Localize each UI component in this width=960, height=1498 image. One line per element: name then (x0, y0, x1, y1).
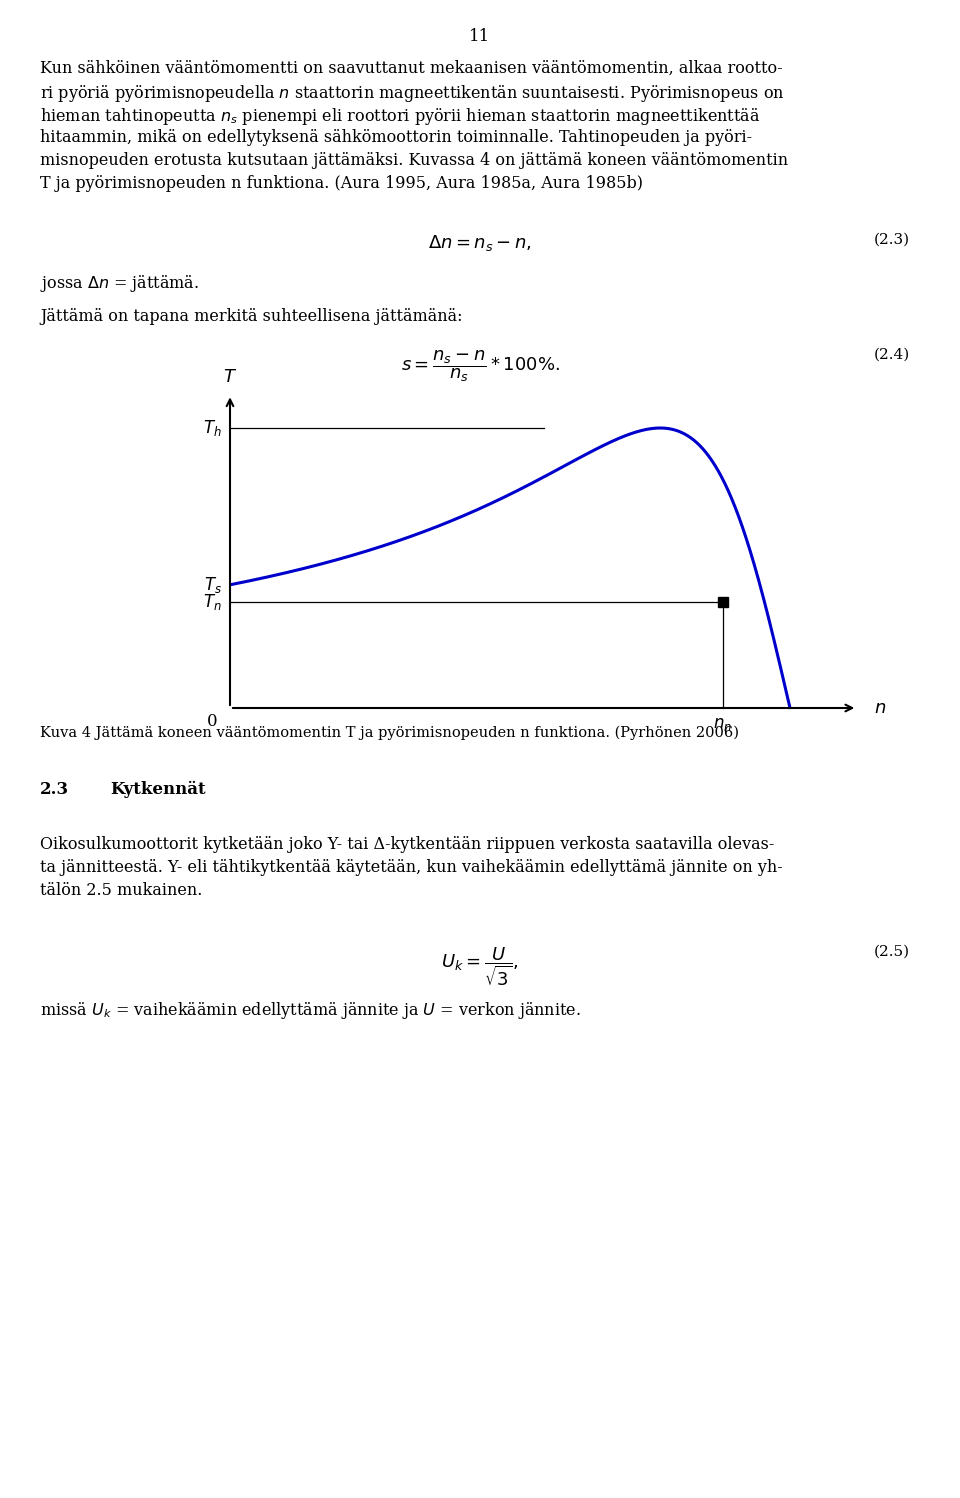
Text: $n_n$: $n_n$ (713, 716, 732, 733)
Text: $T$: $T$ (223, 369, 237, 386)
Text: jossa $\Delta n$ = jättämä.: jossa $\Delta n$ = jättämä. (40, 273, 199, 294)
Text: hieman tahtinopeutta $n_s$ pienempi eli roottori pyörii hieman staattorin magnee: hieman tahtinopeutta $n_s$ pienempi eli … (40, 106, 760, 127)
Text: $n$: $n$ (874, 700, 886, 718)
Text: 2.3: 2.3 (40, 780, 69, 798)
Text: $s = \dfrac{n_s - n}{n_s} * 100\%.$: $s = \dfrac{n_s - n}{n_s} * 100\%.$ (400, 348, 560, 383)
Text: Kun sähköinen vääntömomentti on saavuttanut mekaanisen vääntömomentin, alkaa roo: Kun sähköinen vääntömomentti on saavutta… (40, 60, 782, 76)
Text: misnopeuden erotusta kutsutaan jättämäksi. Kuvassa 4 on jättämä koneen vääntömom: misnopeuden erotusta kutsutaan jättämäks… (40, 151, 788, 169)
Text: $T_h$: $T_h$ (204, 418, 222, 437)
Text: 0: 0 (207, 713, 218, 730)
Text: (2.5): (2.5) (874, 945, 910, 959)
Text: Jättämä on tapana merkitä suhteellisena jättämänä:: Jättämä on tapana merkitä suhteellisena … (40, 309, 463, 325)
Text: $U_k = \dfrac{U}{\sqrt{3}},$: $U_k = \dfrac{U}{\sqrt{3}},$ (442, 945, 518, 987)
Text: $\Delta n = n_s - n,$: $\Delta n = n_s - n,$ (428, 234, 532, 253)
Text: hitaammin, mikä on edellytyksenä sähkömoottorin toiminnalle. Tahtinopeuden ja py: hitaammin, mikä on edellytyksenä sähkömo… (40, 129, 752, 145)
Text: Kuva 4 Jättämä koneen vääntömomentin T ja pyörimisnopeuden n funktiona. (Pyrhöne: Kuva 4 Jättämä koneen vääntömomentin T j… (40, 727, 739, 740)
Text: $T_n$: $T_n$ (204, 592, 222, 611)
Text: ta jännitteestä. Y- eli tähtikytkentää käytetään, kun vaihekäämin edellyttämä jä: ta jännitteestä. Y- eli tähtikytkentää k… (40, 858, 782, 876)
Text: tälön 2.5 mukainen.: tälön 2.5 mukainen. (40, 882, 203, 899)
Text: missä $U_k$ = vaihekäämin edellyttämä jännite ja $U$ = verkon jännite.: missä $U_k$ = vaihekäämin edellyttämä jä… (40, 1001, 581, 1022)
Text: ri pyöriä pyörimisnopeudella $n$ staattorin magneettikentän suuntaisesti. Pyörim: ri pyöriä pyörimisnopeudella $n$ staatto… (40, 82, 784, 103)
Text: (2.3): (2.3) (874, 234, 910, 247)
Text: $T_s$: $T_s$ (204, 575, 222, 595)
Text: Kytkennät: Kytkennät (110, 780, 205, 798)
Text: 11: 11 (469, 28, 491, 45)
Text: (2.4): (2.4) (874, 348, 910, 363)
Text: T ja pyörimisnopeuden n funktiona. (Aura 1995, Aura 1985a, Aura 1985b): T ja pyörimisnopeuden n funktiona. (Aura… (40, 175, 643, 192)
Text: Oikosulkumoottorit kytketään joko Y- tai Δ-kytkentään riippuen verkosta saatavil: Oikosulkumoottorit kytketään joko Y- tai… (40, 836, 775, 852)
